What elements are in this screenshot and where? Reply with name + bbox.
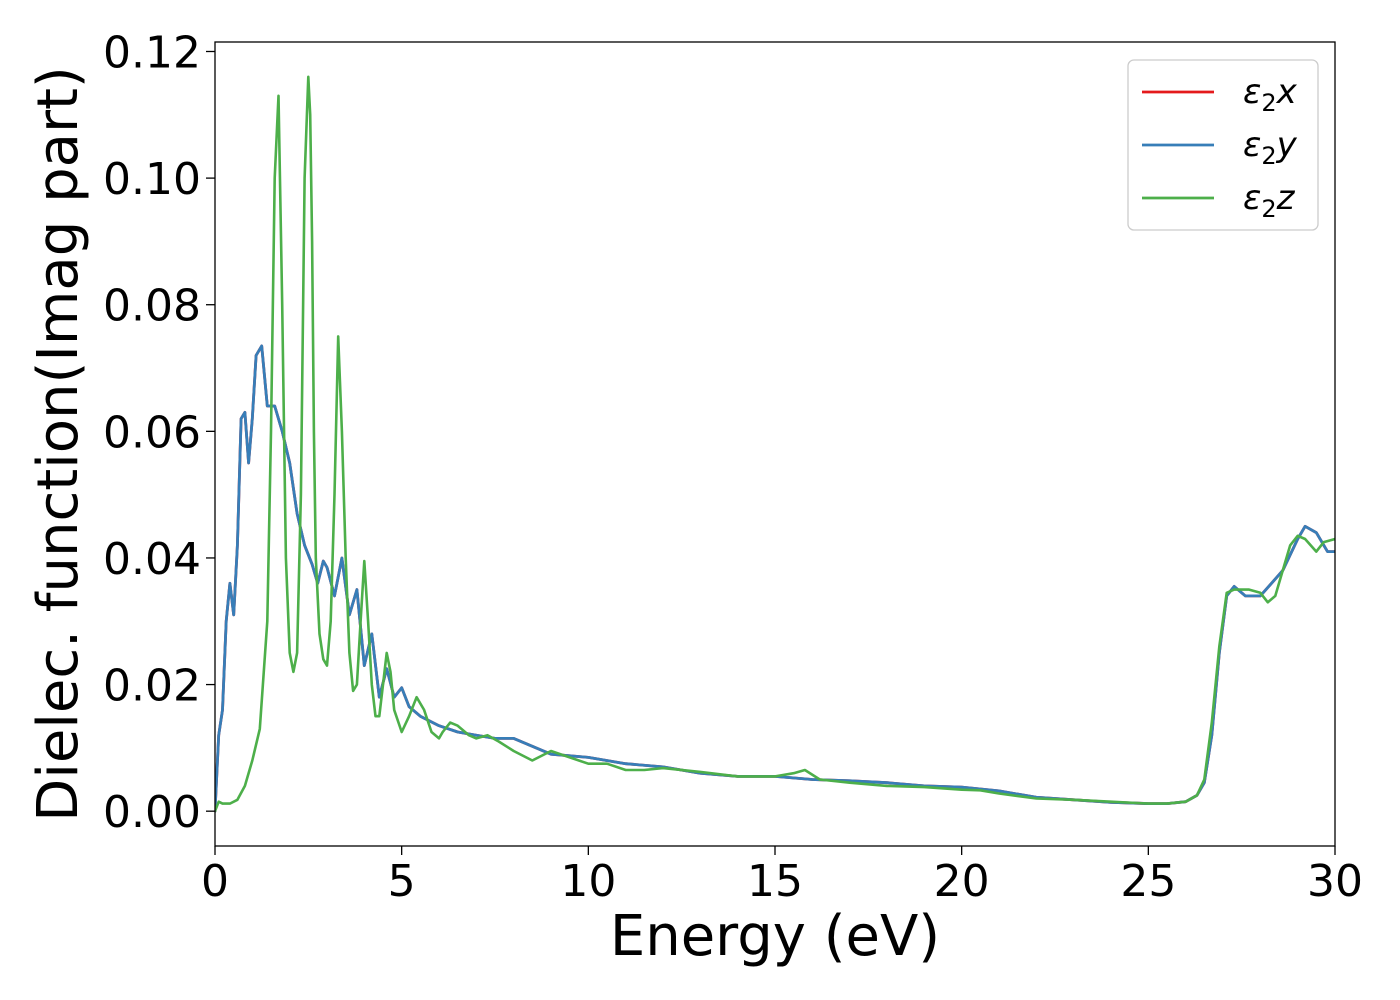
legend-label-subscript: 2 [1261, 142, 1276, 170]
legend-label-x: ε2x [1243, 72, 1298, 117]
y-tick-label: 0.08 [103, 281, 201, 332]
legend-label-subscript: 2 [1261, 89, 1276, 117]
x-tick-label: 20 [934, 856, 990, 907]
x-axis-title: Energy (eV) [610, 904, 940, 969]
x-tick-label: 10 [560, 856, 616, 907]
legend-label-symbol: ε [1243, 178, 1261, 218]
legend-label-z: ε2z [1243, 178, 1296, 223]
legend-label-subscript: 2 [1261, 195, 1276, 223]
y-tick-label: 0.04 [103, 534, 201, 585]
y-tick-label: 0.06 [103, 407, 201, 458]
legend-label-axis: y [1276, 125, 1298, 165]
x-tick-label: 30 [1307, 856, 1363, 907]
legend-label-axis: z [1276, 178, 1296, 218]
legend-frame [1127, 59, 1319, 231]
y-tick-label: 0.12 [103, 27, 201, 78]
series-layer [215, 75, 1335, 813]
legend-label-symbol: ε [1243, 125, 1261, 165]
y-tick-label: 0.00 [103, 787, 201, 838]
legend-label-symbol: ε [1243, 72, 1261, 112]
x-tick-label: 5 [388, 856, 416, 907]
series-line-z [215, 75, 1335, 813]
x-tick-label: 15 [747, 856, 803, 907]
y-tick-label: 0.10 [103, 154, 201, 205]
y-axis: 0.00 0.02 0.04 0.06 0.08 0.10 0.12 [103, 27, 215, 838]
y-axis-title: Dielec. function(Imag part) [26, 66, 91, 822]
legend-label-axis: x [1276, 72, 1298, 112]
x-axis: 0 5 10 15 20 25 30 [201, 846, 1363, 907]
legend-label-y: ε2y [1243, 125, 1298, 170]
y-tick-label: 0.02 [103, 661, 201, 712]
x-tick-label: 0 [201, 856, 229, 907]
x-tick-label: 25 [1120, 856, 1176, 907]
